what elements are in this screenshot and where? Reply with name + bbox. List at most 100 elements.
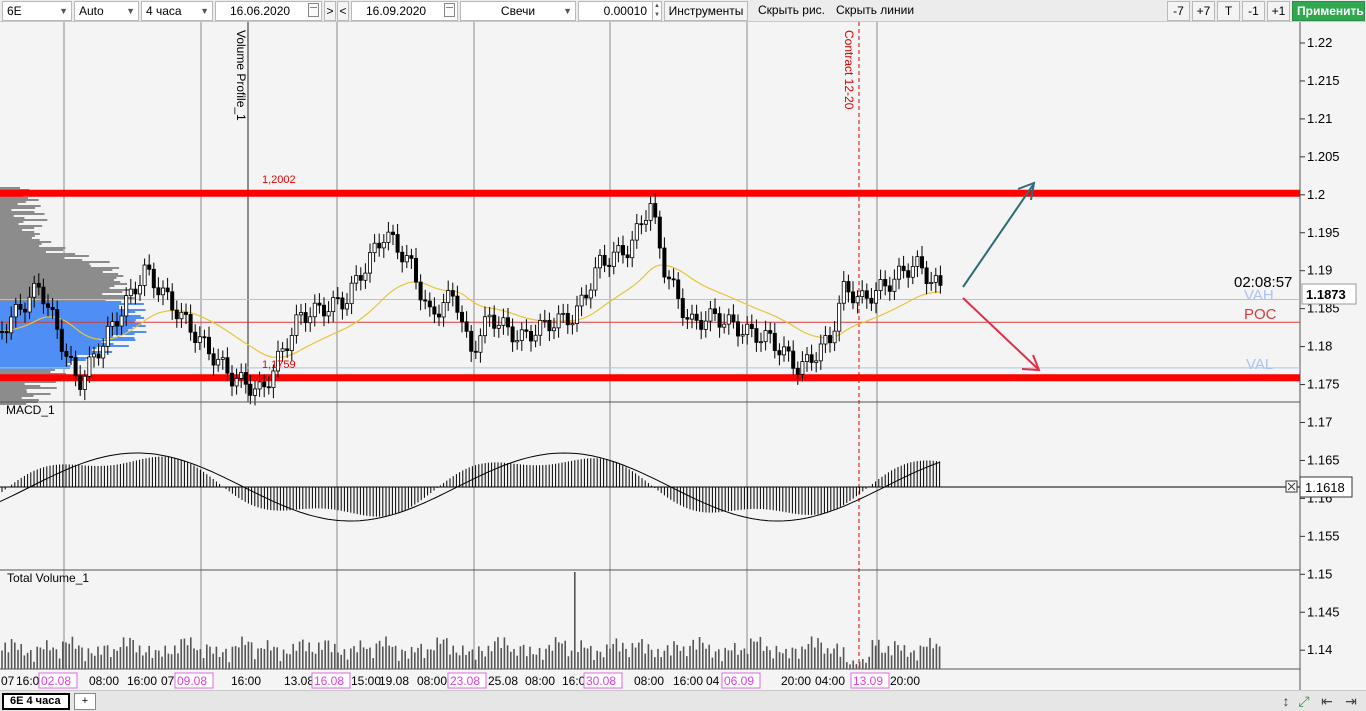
chart-type-select[interactable]: Свечи ▼: [460, 1, 576, 21]
candle-body: [115, 321, 120, 327]
symbol-select[interactable]: 6E ▼: [2, 1, 72, 21]
price-tick-label: 1.205: [1307, 149, 1340, 164]
crosshair-price: 1.1618: [1305, 480, 1345, 495]
candle-body: [524, 329, 529, 332]
candle-body: [427, 300, 432, 308]
plus7-button[interactable]: +7: [1192, 1, 1215, 21]
scroll-left-icon[interactable]: ⇤: [1321, 693, 1333, 709]
calendar-icon[interactable]: [444, 3, 455, 17]
candle-body: [160, 287, 165, 296]
instruments-button[interactable]: Инструменты: [664, 1, 748, 21]
levels-layer: [0, 189, 1300, 382]
profile-bar: [0, 253, 76, 255]
profile-bar: [0, 243, 42, 245]
profile-bar: [0, 283, 128, 285]
time-label: 08:00: [634, 674, 664, 688]
candle-body: [745, 323, 750, 335]
candle-body: [874, 290, 879, 304]
candle-body: [197, 336, 202, 343]
up-arrow[interactable]: [962, 184, 1034, 288]
tick-stepper[interactable]: 0.00010 ▲ ▼: [578, 1, 662, 21]
apply-button[interactable]: Применить: [1292, 1, 1365, 21]
scale-select[interactable]: Auto ▼: [74, 1, 139, 21]
profile-bar: [0, 295, 128, 297]
profile-bar: [0, 399, 39, 401]
minus7-button[interactable]: -7: [1167, 1, 1190, 21]
candle-body: [570, 323, 575, 326]
profile-bar: [0, 329, 129, 331]
date-to-field[interactable]: 16.09.2020: [351, 1, 458, 21]
t-button[interactable]: T: [1217, 1, 1240, 21]
plus1-button[interactable]: +1: [1267, 1, 1290, 21]
candle-body: [59, 328, 64, 352]
time-label: 20:00: [890, 674, 920, 688]
candle-body: [18, 304, 23, 310]
time-label: 30.08: [586, 674, 616, 688]
candle-body: [754, 328, 759, 343]
price-tick-label: 1.145: [1307, 604, 1340, 619]
candle-body: [736, 321, 741, 337]
down-arrow[interactable]: [962, 297, 1039, 370]
candle-body: [105, 325, 110, 347]
candle-body: [248, 383, 253, 396]
profile-bar: [0, 245, 40, 247]
candle-body: [841, 281, 846, 304]
candle-body: [938, 275, 943, 286]
profile-bar: [0, 293, 103, 295]
candle-body: [795, 367, 800, 375]
candle-body: [846, 281, 851, 293]
candle-body: [782, 346, 787, 356]
hide-lines-button[interactable]: Скрыть линии: [836, 3, 915, 17]
chart-canvas[interactable]: 1.221.2151.211.2051.21.1951.191.1851.181…: [0, 22, 1366, 690]
candle-body: [722, 323, 727, 328]
candle-body: [32, 282, 37, 298]
candle-body: [915, 256, 920, 267]
prev-button[interactable]: <: [337, 1, 349, 21]
profile-bar: [0, 333, 135, 335]
candle-body: [855, 296, 860, 304]
date-from-field[interactable]: 16.06.2020: [215, 1, 322, 21]
profile-bar: [0, 381, 56, 383]
profile-bar: [0, 363, 68, 365]
scroll-right-icon[interactable]: ⇥: [1345, 693, 1357, 709]
candle-body: [446, 290, 451, 304]
macd-panel: [0, 452, 941, 522]
candle-body: [611, 251, 616, 267]
candle-body: [699, 319, 704, 330]
expand-icon[interactable]: ⤢: [1298, 693, 1310, 709]
candle-body: [27, 296, 32, 313]
tab-chart[interactable]: 6E 4 часа: [2, 693, 70, 710]
chart-area[interactable]: 1.22 1.215 1.21 1.205 1.2 1.195 1.19 1.185 1.18 1…: [0, 22, 1366, 690]
price-tick-label: 1.175: [1307, 377, 1340, 392]
candle-body: [630, 239, 635, 259]
candle-body: [183, 311, 188, 315]
calendar-icon[interactable]: [308, 3, 319, 17]
profile-bar: [0, 211, 35, 213]
price-tick-label: 1.165: [1307, 452, 1340, 467]
candle-body: [308, 316, 313, 324]
volume-profile-label: Volume Profile_1: [234, 30, 248, 121]
spin-arrows-icon[interactable]: ▲ ▼: [652, 2, 661, 20]
price-axis-ticks: 1.221.2151.211.2051.21.1951.191.1851.181…: [1300, 35, 1340, 657]
candle-body: [50, 306, 55, 310]
hide-drawings-button[interactable]: Скрыть рис.: [758, 3, 826, 17]
timeframe-value: 4 часа: [146, 4, 182, 18]
timeframe-select[interactable]: 4 часа ▼: [141, 1, 213, 21]
profile-bar: [0, 349, 92, 351]
candle-body: [731, 314, 736, 323]
profile-bar: [0, 289, 131, 291]
next-button[interactable]: >: [324, 1, 336, 21]
candle-body: [717, 313, 722, 328]
profile-bar: [0, 353, 94, 355]
time-label: 20:00: [781, 674, 811, 688]
candle-body: [469, 330, 474, 352]
minus1-button[interactable]: -1: [1242, 1, 1265, 21]
time-label: 23.08: [450, 674, 480, 688]
date-highlight: [583, 672, 623, 689]
add-tab-button[interactable]: +: [74, 693, 96, 710]
price-axis[interactable]: [1300, 22, 1366, 690]
date-highlight: [721, 672, 761, 689]
candle-body: [344, 303, 349, 310]
resize-vertical-icon[interactable]: ↕: [1282, 693, 1290, 709]
time-label: 25.08: [488, 674, 518, 688]
